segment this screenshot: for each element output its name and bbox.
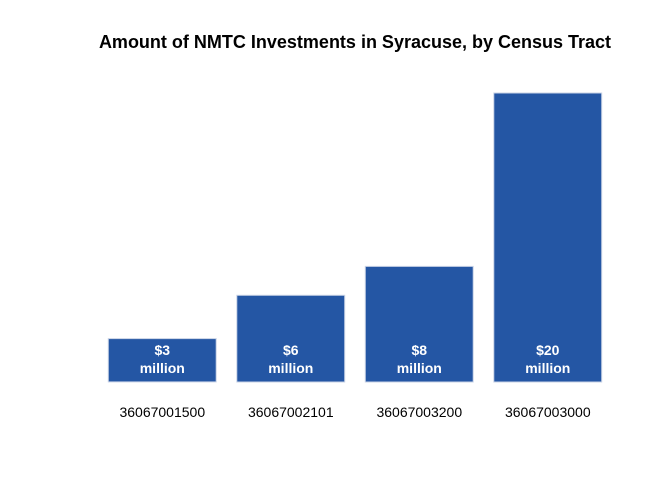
x-tick-label-36067003000: 36067003000 bbox=[505, 404, 591, 420]
bar-36067003200 bbox=[364, 265, 474, 383]
chart-title: Amount of NMTC Investments in Syracuse, … bbox=[99, 32, 611, 52]
x-axis-tick-labels: 36067001500 36067002101 36067003200 3606700… bbox=[119, 404, 590, 420]
x-tick-label-36067002101: 36067002101 bbox=[248, 404, 334, 420]
data-label-value-36067003200: $8 bbox=[412, 342, 428, 358]
data-label-unit-36067003000: million bbox=[525, 360, 570, 376]
bar-36067001500 bbox=[107, 338, 217, 383]
data-labels-group: $3 million $6 million $8 million $20 million bbox=[140, 342, 571, 376]
data-label-unit-36067001500: million bbox=[140, 360, 185, 376]
x-tick-label-36067001500: 36067001500 bbox=[119, 404, 205, 420]
data-label-value-36067003000: $20 bbox=[536, 342, 560, 358]
data-label-value-36067002101: $6 bbox=[283, 342, 299, 358]
data-label-unit-36067002101: million bbox=[268, 360, 313, 376]
data-label-unit-36067003200: million bbox=[397, 360, 442, 376]
bar-36067003000 bbox=[493, 92, 603, 383]
bar-36067002101 bbox=[236, 294, 346, 383]
bars-group bbox=[107, 92, 603, 383]
data-label-value-36067001500: $3 bbox=[155, 342, 171, 358]
x-tick-label-36067003200: 36067003200 bbox=[376, 404, 462, 420]
